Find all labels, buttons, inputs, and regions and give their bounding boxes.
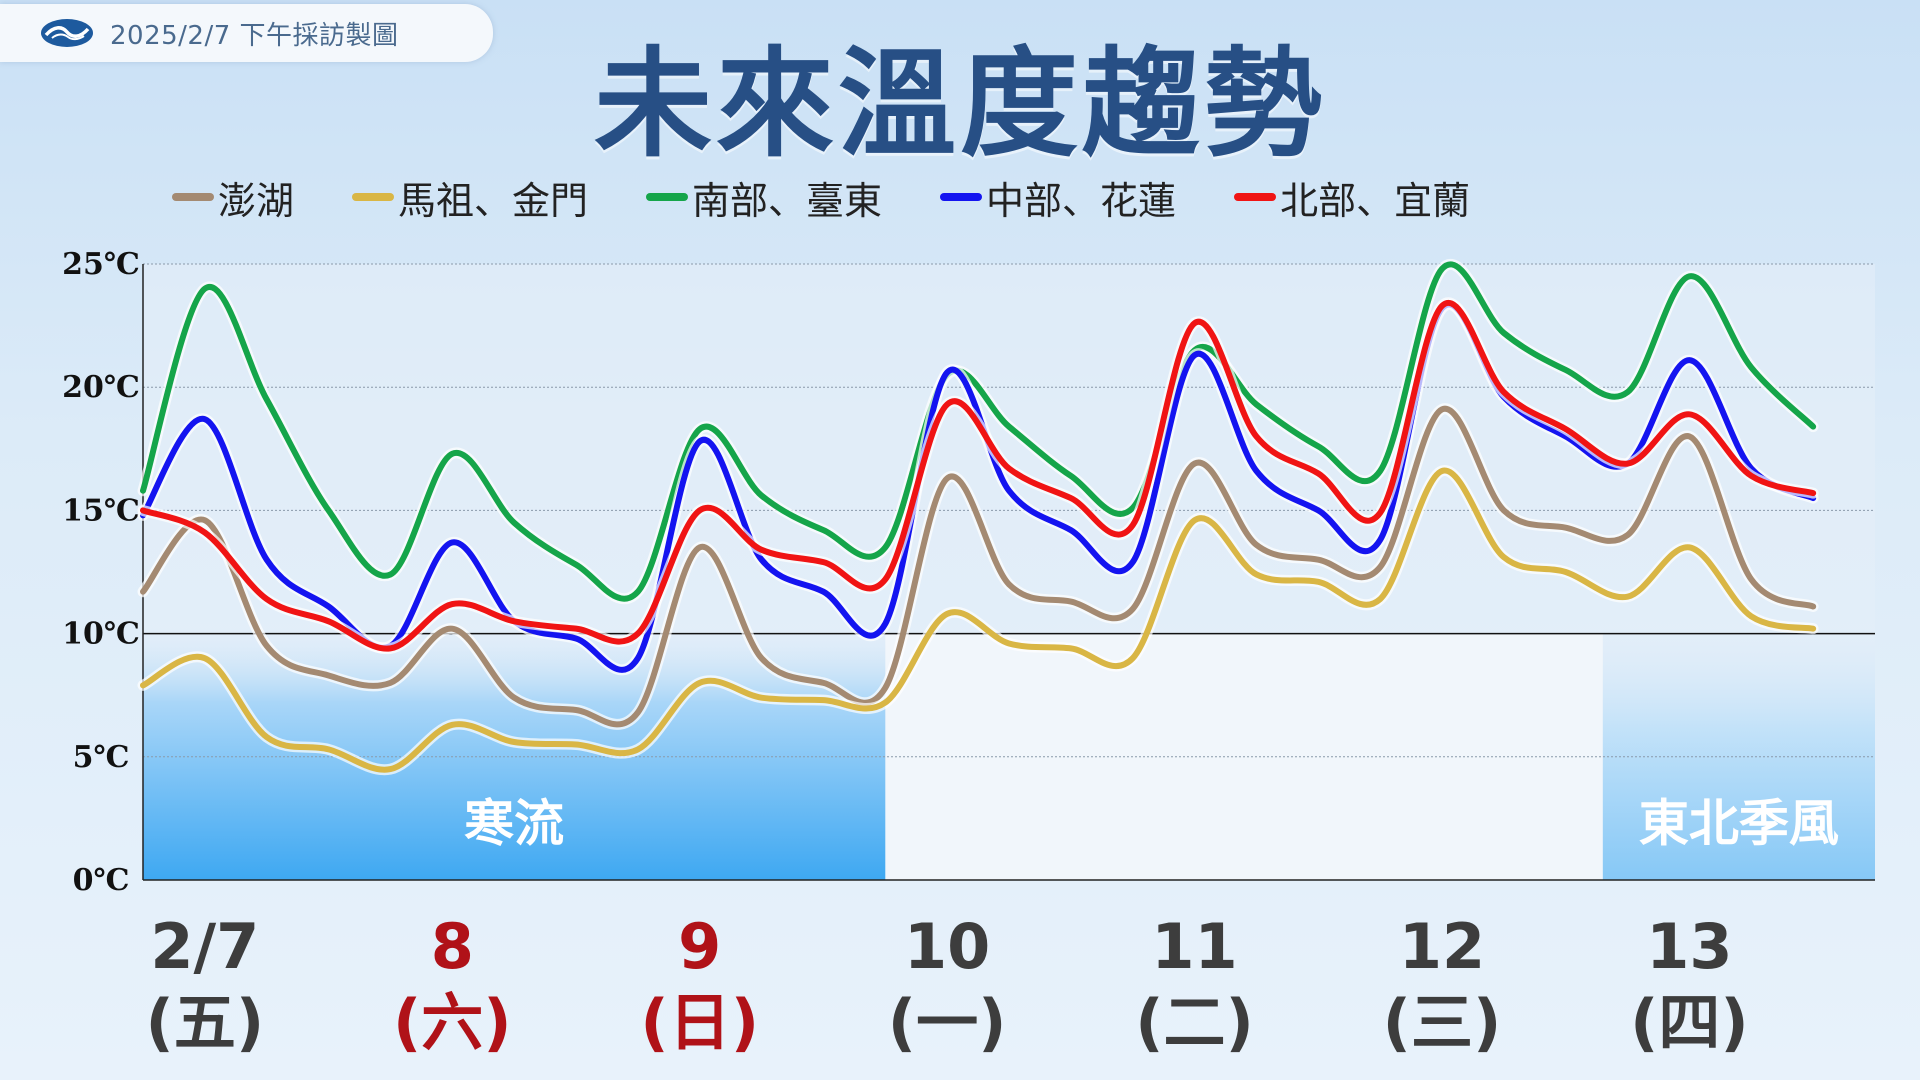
legend-label: 澎湖 (218, 178, 295, 223)
x-tick-date: 8 (431, 910, 474, 983)
weather-band-ne-monsoon (1602, 626, 1875, 880)
series-line-1 (140, 467, 1817, 773)
y-tick-label: 10℃ (62, 617, 140, 652)
x-tick-weekday: (一) (888, 986, 1007, 1059)
x-tick-date: 13 (1646, 910, 1732, 983)
weather-band-cold-surge (143, 626, 886, 880)
band-label: 東北季風 (1639, 795, 1839, 853)
legend-swatch (172, 193, 214, 201)
x-tick-weekday: (六) (393, 986, 512, 1059)
y-tick-label: 20℃ (62, 370, 140, 405)
legend-item: 北部、宜蘭 (1234, 170, 1470, 225)
legend-item: 馬祖、金門 (352, 170, 588, 225)
x-tick-weekday: (五) (146, 986, 265, 1059)
x-tick-date: 12 (1399, 910, 1485, 983)
y-tick-label: 0℃ (73, 863, 130, 898)
x-tick-weekday: (四) (1630, 986, 1749, 1059)
legend-swatch (646, 193, 689, 201)
x-tick-date: 2/7 (150, 910, 259, 983)
legend-item: 南部、臺東 (646, 170, 882, 225)
y-tick-label: 5℃ (73, 740, 130, 775)
legend-swatch (1234, 193, 1277, 201)
band-label: 寒流 (464, 795, 564, 853)
x-tick-date: 10 (904, 910, 990, 983)
y-tick-label: 25℃ (62, 247, 140, 282)
legend-label: 馬祖、金門 (398, 178, 589, 223)
legend-label: 北部、宜蘭 (1280, 178, 1471, 223)
legend-swatch (940, 193, 983, 201)
source-stamp: 2025/2/7 下午採訪製圖 (110, 20, 399, 51)
source-badge: 2025/2/7 下午採訪製圖 (0, 4, 493, 62)
legend-swatch (352, 193, 395, 201)
x-tick-weekday: (日) (640, 986, 759, 1059)
x-tick-weekday: (二) (1135, 986, 1254, 1059)
chart-legend: 澎湖 馬祖、金門 南部、臺東 中部、花蓮 北部、宜蘭 (172, 170, 1528, 225)
series-line-0 (140, 405, 1817, 728)
x-tick-weekday: (三) (1383, 986, 1502, 1059)
x-tick-date: 11 (1151, 910, 1237, 983)
cwa-logo-icon (41, 19, 93, 47)
series-line-4 (140, 300, 1817, 652)
legend-item: 澎湖 (172, 170, 294, 225)
x-tick-date: 9 (678, 910, 721, 983)
legend-item: 中部、花蓮 (940, 170, 1176, 225)
page-title: 未來溫度趨勢 (593, 35, 1326, 173)
legend-label: 南部、臺東 (692, 178, 883, 223)
y-tick-label: 15℃ (62, 493, 140, 528)
legend-label: 中部、花蓮 (986, 178, 1177, 223)
